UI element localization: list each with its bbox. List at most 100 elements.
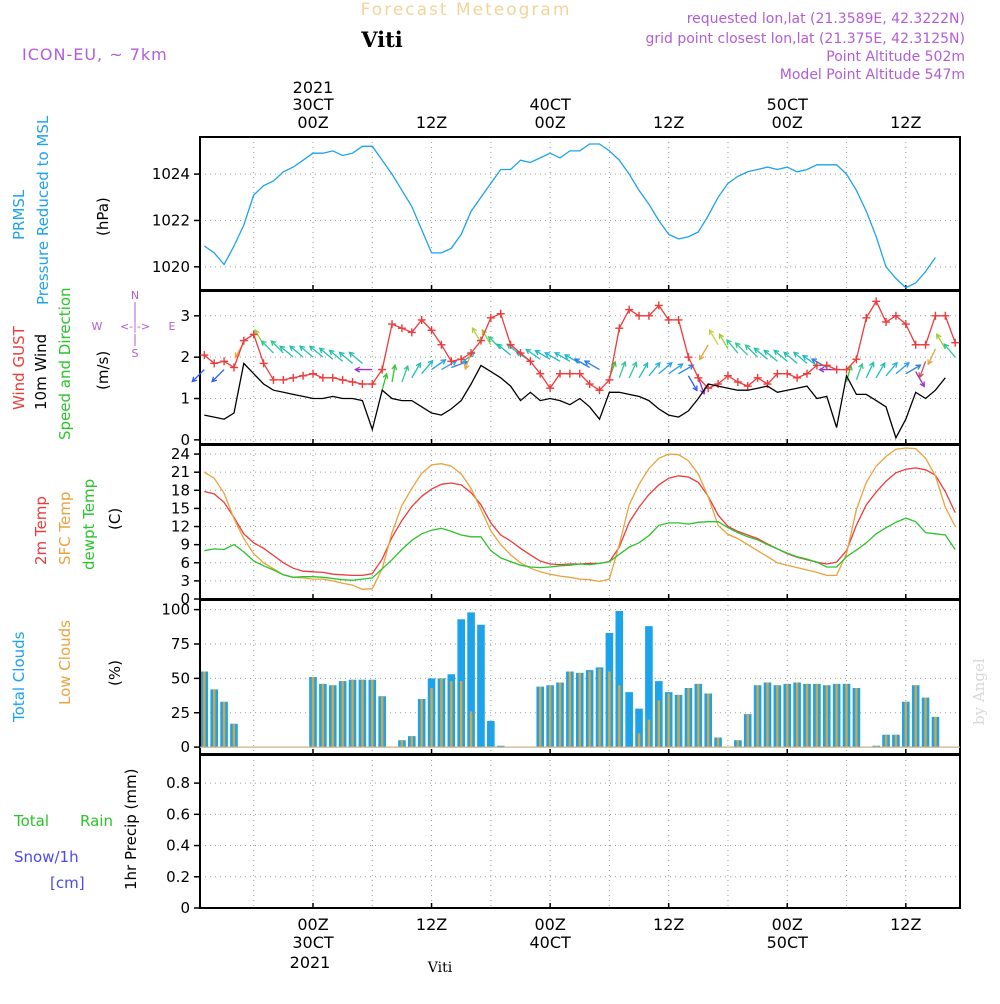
wind-arrow bbox=[554, 352, 571, 362]
wind-arrow bbox=[525, 348, 541, 360]
wind-arrow bbox=[668, 363, 684, 375]
svg-text:N: N bbox=[131, 289, 139, 302]
bottom-tick-label: 12Z bbox=[890, 915, 921, 934]
wind-arrow bbox=[496, 343, 512, 356]
low-cloud-bar bbox=[667, 693, 670, 748]
footer-location: Viti bbox=[427, 960, 453, 976]
y-tick-label: 9 bbox=[180, 536, 190, 554]
gust-marker bbox=[289, 373, 298, 382]
wind-arrow bbox=[431, 359, 447, 371]
low-cloud-bar bbox=[311, 677, 315, 748]
low-cloud-bar bbox=[558, 682, 562, 748]
bottom-tick-label: 12Z bbox=[653, 915, 684, 934]
low-cloud-bar bbox=[608, 671, 611, 748]
low-cloud-bar bbox=[746, 714, 749, 748]
wind-arrow bbox=[381, 372, 389, 391]
gust-marker bbox=[299, 371, 308, 380]
clouds-panel bbox=[200, 611, 960, 748]
y-tick-label: 12 bbox=[171, 518, 190, 536]
total-cloud-bar bbox=[496, 745, 505, 748]
low-cloud-bar bbox=[410, 736, 413, 748]
wind-arrow bbox=[718, 333, 729, 350]
total-cloud-bar bbox=[635, 708, 643, 748]
pressure-label-1: PRMSL bbox=[10, 189, 28, 240]
bottom-year-label: 2021 bbox=[290, 953, 331, 972]
bottom-tick-label: 12Z bbox=[416, 915, 447, 934]
wind-arrow bbox=[211, 369, 225, 383]
model-name: ICON-EU, ~ 7km bbox=[22, 45, 168, 64]
gust-marker bbox=[249, 330, 258, 339]
low-cloud-bar bbox=[203, 671, 206, 748]
gust-marker bbox=[388, 320, 397, 329]
wind-arrow bbox=[699, 344, 709, 361]
wind-arrow bbox=[865, 361, 875, 379]
y-tick-label: 6 bbox=[180, 554, 190, 572]
low-cloud-bar bbox=[420, 699, 423, 748]
low-cloud-bar bbox=[647, 719, 651, 748]
wind-arrow bbox=[618, 360, 627, 379]
gust-marker bbox=[565, 369, 574, 378]
low-cloud-bar bbox=[894, 734, 898, 748]
low-cloud-bar bbox=[904, 701, 907, 748]
low-cloud-bar bbox=[637, 733, 641, 748]
bottom-tick-label: 00Z bbox=[772, 915, 803, 934]
top-tick-label: 00Z bbox=[297, 113, 328, 132]
snow-label: Snow/1h bbox=[14, 848, 79, 866]
y-tick-label: 3 bbox=[180, 307, 190, 325]
y-tick-label: 1024 bbox=[152, 165, 190, 183]
gust-marker bbox=[674, 315, 683, 324]
low-cloud-bar bbox=[213, 689, 216, 748]
y-tick-label: 15 bbox=[171, 499, 190, 517]
low-cloud-bar bbox=[440, 678, 443, 748]
wind-arrow bbox=[260, 340, 274, 354]
y-tick-label: 75 bbox=[171, 635, 190, 653]
panel-frames bbox=[199, 136, 961, 909]
precip-unit: 1hr Precip (mm) bbox=[122, 769, 140, 890]
gust-marker bbox=[309, 369, 317, 378]
low-cloud-bar bbox=[568, 671, 572, 748]
gust-marker bbox=[546, 384, 555, 393]
wind-arrow bbox=[544, 352, 561, 362]
total-rain-label-2: Rain bbox=[80, 812, 113, 830]
y-tick-label: 1022 bbox=[152, 211, 190, 229]
low-cloud-bar bbox=[934, 716, 937, 748]
gust-marker bbox=[427, 326, 436, 335]
wind-arrow bbox=[298, 345, 314, 358]
credit-watermark: by Angel bbox=[970, 658, 988, 725]
point-altitude: Point Altitude 502m bbox=[826, 49, 965, 65]
low-cloud-bar bbox=[677, 694, 680, 748]
low-cloud-bar bbox=[845, 683, 848, 748]
wind-arrow bbox=[308, 345, 324, 358]
wind-direction-label: Speed and Direction bbox=[56, 287, 74, 440]
low-cloud-bar bbox=[618, 685, 621, 748]
low-cloud-bar bbox=[884, 734, 888, 748]
low-cloud-bar bbox=[578, 672, 581, 748]
top-tick-label: 40CT bbox=[529, 95, 571, 114]
y-tick-label: 3 bbox=[180, 572, 190, 590]
low-cloud-bar bbox=[776, 685, 779, 748]
gust-marker bbox=[773, 369, 782, 378]
y-tick-label: 0 bbox=[180, 738, 190, 756]
wind-arrow bbox=[348, 351, 363, 364]
low-clouds-label: Low Clouds bbox=[56, 620, 74, 705]
low-cloud-bar bbox=[874, 745, 878, 748]
bottom-tick-label: 00Z bbox=[297, 915, 328, 934]
gust-marker bbox=[951, 338, 960, 347]
clouds-unit: (%) bbox=[106, 660, 124, 686]
wind-arrow bbox=[687, 375, 698, 392]
gust-marker bbox=[595, 386, 604, 395]
wind-panel bbox=[191, 297, 960, 440]
low-cloud-bar bbox=[430, 688, 433, 748]
gust-marker bbox=[358, 380, 367, 389]
wind-arrow bbox=[943, 343, 956, 358]
y-tick-label: 0 bbox=[180, 431, 190, 449]
gust-marker bbox=[200, 351, 209, 360]
low-cloud-bar bbox=[331, 685, 334, 748]
y-tick-label: 24 bbox=[171, 445, 190, 463]
total-rain-label-1: Total bbox=[13, 812, 49, 830]
low-cloud-bar bbox=[795, 682, 799, 748]
gust-marker bbox=[417, 315, 426, 324]
gust-marker bbox=[368, 380, 377, 389]
grid-point-coords: grid point closest lon,lat (21.375E, 42.… bbox=[645, 31, 965, 47]
y-tick-label: 0.2 bbox=[166, 868, 190, 886]
